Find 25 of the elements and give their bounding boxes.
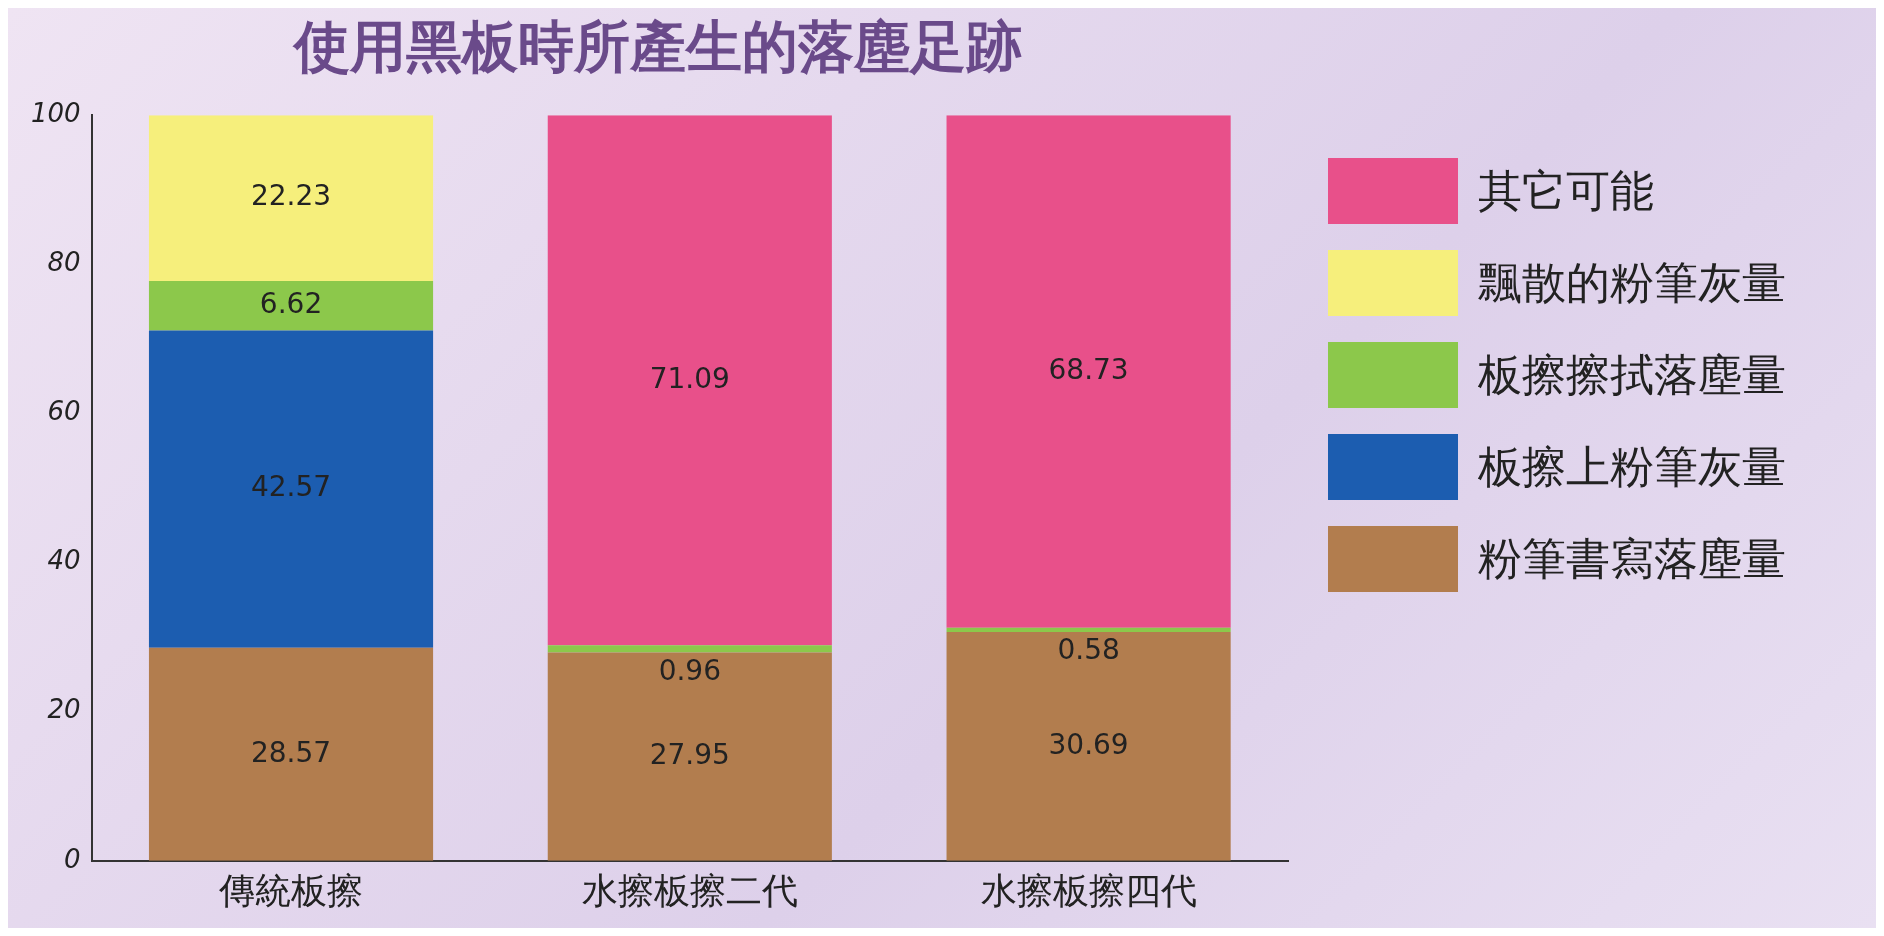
legend-label: 其它可能 [1478, 163, 1654, 218]
chart-title: 使用黑板時所產生的落塵足跡 [292, 14, 1022, 80]
legend-label: 板擦擦拭落塵量 [1478, 347, 1786, 402]
data-label: 42.57 [250, 470, 332, 504]
data-label: 6.62 [259, 286, 323, 320]
y-tick-label: 100 [30, 97, 81, 128]
x-tick-label: 水擦板擦二代 [581, 869, 798, 911]
y-tick-label: 0 [64, 843, 81, 874]
data-label: 27.95 [649, 737, 730, 771]
data-label: 28.57 [250, 735, 332, 769]
data-label: 30.69 [1048, 727, 1129, 761]
data-label: 0.96 [658, 653, 721, 687]
y-tick-label: 40 [47, 545, 81, 576]
legend-label: 粉筆書寫落塵量 [1478, 531, 1786, 586]
data-label: 71.09 [649, 361, 730, 395]
x-tick-label: 傳統板擦 [218, 869, 364, 911]
data-label: 0.58 [1057, 633, 1120, 667]
legend-label: 飄散的粉筆灰量 [1478, 255, 1786, 310]
y-tick-label: 80 [47, 247, 81, 278]
x-tick-label: 水擦板擦四代 [980, 869, 1197, 911]
data-label: 68.73 [1048, 352, 1129, 386]
y-tick-label: 20 [47, 694, 81, 725]
data-label: 22.23 [250, 179, 332, 213]
y-tick-label: 60 [47, 396, 81, 427]
legend-label: 板擦上粉筆灰量 [1478, 439, 1786, 494]
